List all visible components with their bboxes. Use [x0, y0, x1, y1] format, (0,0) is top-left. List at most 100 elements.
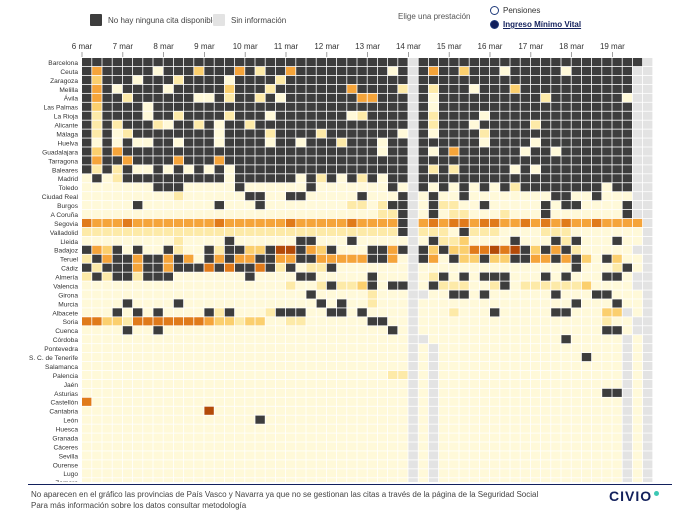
- cell-14-48[interactable]: [571, 183, 581, 192]
- cell-37-1[interactable]: [92, 388, 102, 397]
- cell-30-7[interactable]: [153, 326, 163, 335]
- cell-41-55[interactable]: [643, 424, 653, 433]
- cell-35-21[interactable]: [296, 370, 306, 380]
- cell-15-15[interactable]: [235, 192, 245, 201]
- cell-19-43[interactable]: [520, 227, 530, 236]
- cell-45-38[interactable]: [469, 460, 479, 469]
- cell-2-23[interactable]: [316, 75, 326, 85]
- cell-33-16[interactable]: [245, 353, 255, 362]
- cell-23-9[interactable]: [173, 263, 184, 272]
- cell-25-46[interactable]: [551, 281, 561, 290]
- cell-23-48[interactable]: [571, 263, 581, 272]
- cell-1-17[interactable]: [255, 66, 265, 76]
- cell-44-54[interactable]: [632, 451, 643, 460]
- cell-0-3[interactable]: [112, 58, 122, 67]
- cell-12-0[interactable]: [82, 165, 92, 174]
- cell-37-49[interactable]: [581, 388, 592, 397]
- cell-26-6[interactable]: [143, 290, 153, 299]
- cell-19-47[interactable]: [561, 227, 571, 236]
- cell-13-35[interactable]: [439, 174, 449, 183]
- cell-46-2[interactable]: [102, 469, 112, 478]
- cell-6-14[interactable]: [224, 111, 235, 120]
- cell-39-48[interactable]: [571, 406, 581, 415]
- cell-16-49[interactable]: [581, 201, 592, 210]
- cell-10-13[interactable]: [214, 147, 224, 156]
- cell-24-54[interactable]: [632, 272, 643, 281]
- cell-40-4[interactable]: [122, 415, 133, 424]
- cell-4-10[interactable]: [184, 93, 194, 102]
- cell-16-43[interactable]: [520, 201, 530, 210]
- cell-45-0[interactable]: [82, 460, 92, 469]
- cell-28-20[interactable]: [286, 308, 296, 317]
- cell-18-26[interactable]: [347, 218, 357, 228]
- cell-43-16[interactable]: [245, 442, 255, 451]
- cell-11-14[interactable]: [224, 156, 235, 165]
- cell-12-53[interactable]: [622, 165, 632, 174]
- cell-24-23[interactable]: [316, 272, 326, 281]
- cell-14-46[interactable]: [551, 183, 561, 192]
- cell-45-50[interactable]: [592, 460, 602, 469]
- cell-2-51[interactable]: [602, 75, 612, 85]
- cell-28-10[interactable]: [184, 308, 194, 317]
- cell-44-10[interactable]: [184, 451, 194, 460]
- cell-23-6[interactable]: [143, 263, 153, 272]
- cell-10-4[interactable]: [122, 147, 133, 156]
- cell-37-44[interactable]: [530, 388, 541, 397]
- cell-18-29[interactable]: [377, 218, 388, 228]
- cell-16-6[interactable]: [143, 201, 153, 210]
- cell-20-34[interactable]: [428, 236, 439, 245]
- cell-23-31[interactable]: [398, 263, 408, 272]
- cell-41-22[interactable]: [306, 424, 316, 433]
- cell-30-32[interactable]: [408, 326, 418, 335]
- cell-45-26[interactable]: [347, 460, 357, 469]
- cell-14-45[interactable]: [541, 183, 551, 192]
- cell-42-40[interactable]: [490, 433, 500, 442]
- cell-42-44[interactable]: [530, 433, 541, 442]
- cell-21-26[interactable]: [347, 245, 357, 254]
- cell-1-0[interactable]: [82, 66, 92, 76]
- cell-39-6[interactable]: [143, 406, 153, 415]
- cell-26-31[interactable]: [398, 290, 408, 299]
- cell-7-0[interactable]: [82, 120, 92, 129]
- cell-25-48[interactable]: [571, 281, 581, 290]
- cell-16-54[interactable]: [632, 201, 643, 210]
- cell-21-42[interactable]: [510, 245, 520, 254]
- cell-9-44[interactable]: [530, 138, 541, 147]
- cell-31-42[interactable]: [510, 335, 520, 344]
- cell-47-22[interactable]: [306, 478, 316, 482]
- cell-11-37[interactable]: [459, 156, 469, 165]
- cell-1-14[interactable]: [224, 66, 235, 76]
- cell-29-38[interactable]: [469, 317, 479, 326]
- cell-39-43[interactable]: [520, 406, 530, 415]
- cell-37-27[interactable]: [357, 388, 367, 397]
- cell-25-32[interactable]: [408, 281, 418, 290]
- cell-14-33[interactable]: [418, 183, 428, 192]
- cell-21-10[interactable]: [184, 245, 194, 254]
- cell-46-9[interactable]: [173, 469, 184, 478]
- cell-42-53[interactable]: [622, 433, 632, 442]
- cell-37-22[interactable]: [306, 388, 316, 397]
- cell-45-3[interactable]: [112, 460, 122, 469]
- cell-15-32[interactable]: [408, 192, 418, 201]
- cell-40-48[interactable]: [571, 415, 581, 424]
- cell-3-23[interactable]: [316, 84, 326, 93]
- cell-25-18[interactable]: [265, 281, 275, 290]
- cell-18-36[interactable]: [449, 218, 459, 228]
- cell-0-12[interactable]: [204, 58, 214, 67]
- cell-33-39[interactable]: [479, 353, 490, 362]
- cell-4-11[interactable]: [194, 93, 204, 102]
- cell-33-15[interactable]: [235, 353, 245, 362]
- cell-38-28[interactable]: [367, 397, 377, 406]
- cell-28-27[interactable]: [357, 308, 367, 317]
- cell-29-26[interactable]: [347, 317, 357, 326]
- cell-44-9[interactable]: [173, 451, 184, 460]
- cell-12-1[interactable]: [92, 165, 102, 174]
- cell-37-19[interactable]: [275, 388, 286, 397]
- cell-38-21[interactable]: [296, 397, 306, 406]
- cell-9-38[interactable]: [469, 138, 479, 147]
- cell-44-6[interactable]: [143, 451, 153, 460]
- cell-46-54[interactable]: [632, 469, 643, 478]
- cell-41-28[interactable]: [367, 424, 377, 433]
- cell-19-12[interactable]: [204, 227, 214, 236]
- cell-40-15[interactable]: [235, 415, 245, 424]
